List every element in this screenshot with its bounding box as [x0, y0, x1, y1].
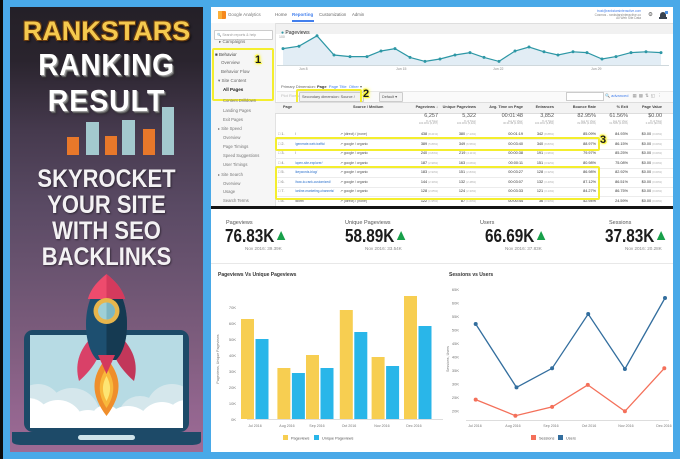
svg-text:Sessions: Sessions	[539, 437, 555, 441]
svg-text:Nov 2016: Nov 2016	[374, 424, 389, 428]
svg-text:40K: 40K	[229, 353, 236, 358]
svg-text:Pageviews, Unique Pageviews: Pageviews, Unique Pageviews	[216, 334, 220, 383]
svg-text:25K: 25K	[452, 395, 459, 400]
svg-text:50K: 50K	[229, 337, 236, 342]
svg-text:20K: 20K	[452, 409, 459, 414]
svg-text:60K: 60K	[229, 321, 236, 326]
svg-text:Sep 2016: Sep 2016	[309, 424, 324, 428]
svg-text:Nov 2016: Nov 2016	[618, 424, 633, 428]
svg-text:Aug 2016: Aug 2016	[505, 424, 520, 428]
svg-text:20K: 20K	[229, 385, 236, 390]
svg-text:35K: 35K	[452, 368, 459, 373]
svg-text:Oct 2016: Oct 2016	[342, 424, 357, 428]
svg-text:30K: 30K	[452, 382, 459, 387]
svg-text:55K: 55K	[452, 314, 459, 319]
svg-text:70K: 70K	[229, 305, 236, 310]
svg-text:Users: Users	[566, 437, 576, 441]
svg-text:Jul 2016: Jul 2016	[248, 424, 262, 428]
svg-text:Jul 2016: Jul 2016	[468, 424, 482, 428]
svg-text:Sep 2016: Sep 2016	[543, 424, 558, 428]
svg-text:30K: 30K	[229, 369, 236, 374]
svg-text:0K: 0K	[231, 417, 236, 422]
svg-text:10K: 10K	[229, 401, 236, 406]
svg-text:Aug 2016: Aug 2016	[279, 424, 294, 428]
svg-text:Pageviews: Pageviews	[291, 437, 309, 441]
svg-text:Unique Pageviews: Unique Pageviews	[322, 437, 354, 441]
svg-text:Sessions, Users: Sessions, Users	[446, 346, 450, 372]
svg-text:Dec 2016: Dec 2016	[406, 424, 421, 428]
svg-text:65K: 65K	[452, 287, 459, 292]
svg-text:60K: 60K	[452, 301, 459, 306]
svg-text:40K: 40K	[452, 355, 459, 360]
svg-text:Dec 2016: Dec 2016	[656, 424, 671, 428]
svg-text:50K: 50K	[452, 328, 459, 333]
svg-text:45K: 45K	[452, 341, 459, 346]
svg-text:Oct 2016: Oct 2016	[582, 424, 597, 428]
